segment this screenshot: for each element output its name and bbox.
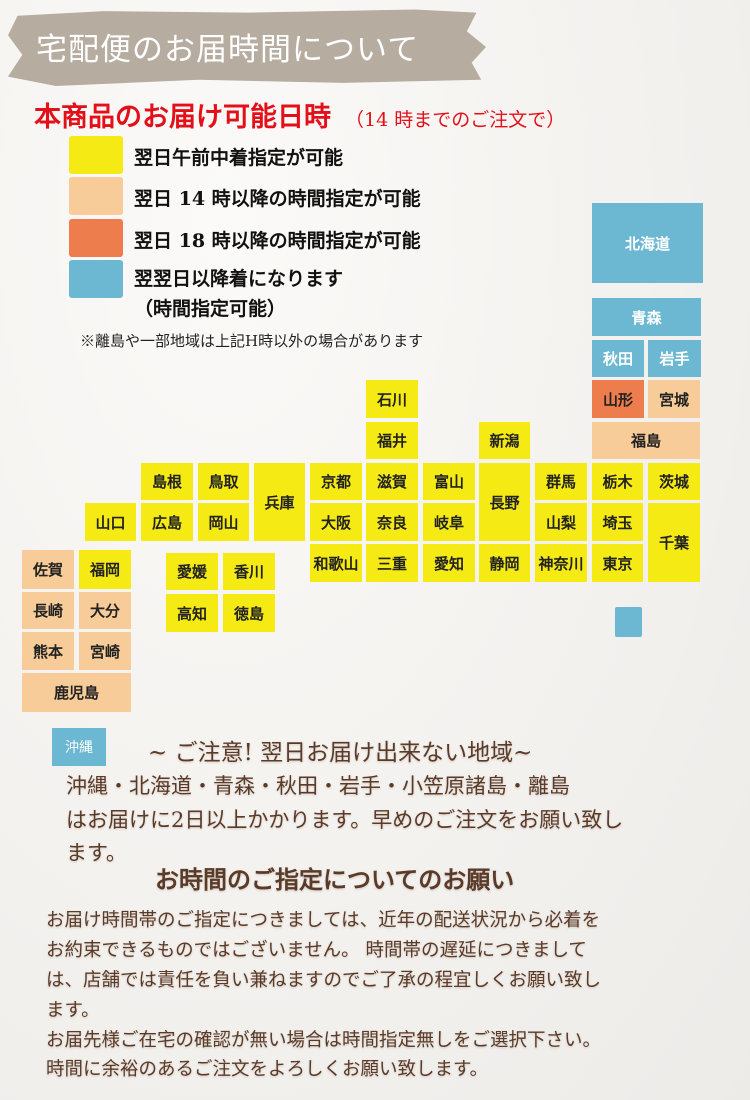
prefecture-cell: 北海道 [592,203,703,283]
prefecture-cell: 山梨 [535,503,587,541]
prefecture-cell: 山口 [85,503,136,541]
legend-label: 翌翌日以降着になります [134,268,344,290]
request-line: ます。 [46,1000,100,1021]
request-line: お届け時間帯のご指定につきましては、近年の配送状況から必着を [46,910,601,931]
prefecture-cell: 静岡 [479,544,530,582]
legend-label: 翌日午前中着指定が可能 [134,147,344,169]
prefecture-cell: 新潟 [479,422,530,459]
legend-label: 翌日 14 時以降の時間指定が可能 [134,188,421,210]
prefecture-cell: 兵庫 [254,463,305,541]
title-banner [8,9,486,86]
request-line: お約束できるものではございません。 時間帯の遅延につきまして [46,940,587,961]
prefecture-cell: 高知 [166,594,218,632]
prefecture-cell: 岩手 [648,340,701,377]
prefecture-cell: 埼玉 [592,503,643,541]
prefecture-cell: 京都 [310,463,362,500]
prefecture-cell: 福岡 [79,550,131,589]
prefecture-cell: 栃木 [592,463,643,500]
legend-swatch-yellow [69,136,123,174]
prefecture-cell: 富山 [423,463,475,500]
prefecture-cell: 茨城 [648,463,700,500]
legend-label: 翌日 18 時以降の時間指定が可能 [134,230,421,252]
prefecture-cell: 長野 [479,463,530,541]
prefecture-cell: 愛知 [423,544,475,582]
prefecture-cell: 鳥取 [198,463,249,500]
notice-heading: ~ ご注意! 翌日お届け出来ない地域~ [148,740,533,766]
prefecture-cell: 奈良 [366,503,418,541]
notice-line: ます。 [66,841,127,865]
prefecture-cell: 滋賀 [366,463,418,500]
notice-line: 沖縄・北海道・青森・秋田・岩手・小笠原諸島・離島 [66,774,570,798]
notice-line: はお届けに2日以上かかります。早めのご注文をお願い致し [66,808,624,832]
prefecture-cell: 徳島 [223,594,275,632]
prefecture-cell: 神奈川 [535,544,587,582]
prefecture-cell: 宮崎 [79,632,131,670]
prefecture-cell: 福井 [366,422,418,459]
prefecture-cell: 秋田 [592,340,644,377]
legend-swatch-blue [69,260,123,298]
request-heading: お時間のご指定についてのお願い [155,865,515,894]
request-line: お届先様ご在宅の確認が無い場合は時間指定無しをご選択下さい。 [46,1030,602,1051]
prefecture-cell: 福島 [592,422,700,459]
prefecture-cell: 大阪 [310,503,362,541]
request-line: は、店舗では責任を負い兼ねますのでご了承の程宜しくお願い致し [46,970,602,991]
prefecture-cell: 島根 [141,463,193,500]
prefecture-cell: 東京 [592,544,643,582]
legend-label-sub: （時間指定可能） [134,298,287,320]
prefecture-cell: 千葉 [648,503,700,582]
prefecture-cell: 大分 [79,592,131,629]
prefecture-cell: 熊本 [22,632,74,670]
prefecture-cell: 三重 [366,544,418,582]
request-line: 時間に余裕のあるご注文をよろしくお願い致します。 [46,1059,489,1080]
prefecture-cell: 香川 [223,553,275,590]
subtitle-note: （14 時までのご注文で） [345,109,566,131]
prefecture-cell: 和歌山 [310,544,362,582]
prefecture-cell: 鹿児島 [22,673,131,712]
prefecture-cell: 群馬 [535,463,587,500]
prefecture-cell: 青森 [592,298,701,336]
okinawa-box: 沖縄 [52,728,106,766]
prefecture-cell: 愛媛 [166,553,218,590]
prefecture-cell: 石川 [366,380,418,418]
delivery-subtitle: 本商品のお届け可能日時 （14 時までのご注文で） [34,95,565,134]
legend-swatch-peach [69,177,123,215]
legend-swatch-orange [69,219,123,257]
prefecture-cell: 山形 [592,380,644,418]
page-title: 宅配便のお届時間について [36,32,420,68]
prefecture-cell: 岡山 [198,503,249,541]
subtitle-main: 本商品のお届け可能日時 [34,102,331,133]
prefecture-cell: 長崎 [22,592,74,629]
prefecture-cell: 佐賀 [22,550,74,589]
prefecture-cell: 岐阜 [423,503,475,541]
ogasawara-cell [615,607,642,637]
footnote: ※離島や一部地域は上記H時以外の場合があります [80,332,424,350]
prefecture-cell: 宮城 [648,380,700,418]
prefecture-cell: 広島 [141,503,193,541]
